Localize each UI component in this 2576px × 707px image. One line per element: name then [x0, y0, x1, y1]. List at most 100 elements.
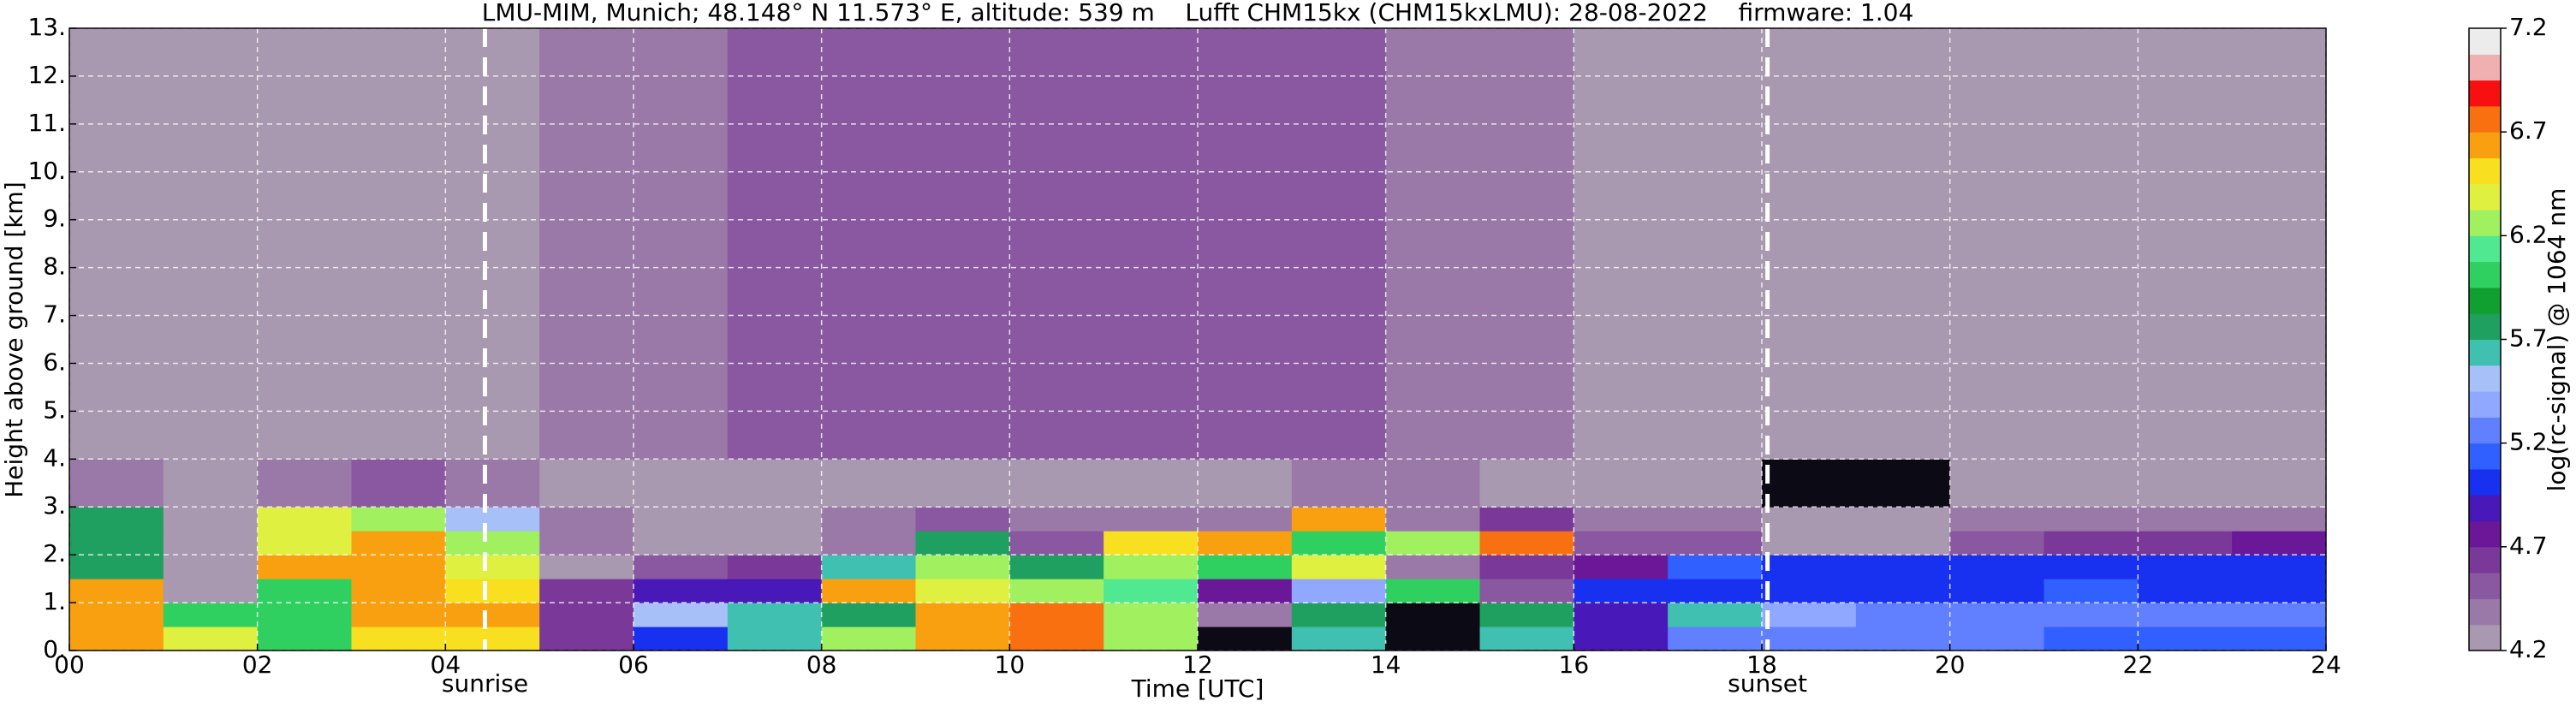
heatmap-cell [1574, 459, 1669, 508]
heatmap-cell [69, 555, 164, 579]
heatmap-cell [351, 603, 446, 627]
heatmap-cell [1198, 555, 1293, 579]
heatmap-cell [727, 531, 823, 556]
heatmap-cell [1762, 603, 1857, 627]
heatmap-cell [163, 579, 259, 603]
y-tick-label: 9. [43, 205, 66, 233]
colorbar-segment [2469, 624, 2501, 651]
heatmap-cell [163, 28, 259, 460]
heatmap-cell [915, 603, 1010, 627]
heatmap-cell [2044, 627, 2139, 651]
heatmap-cell [821, 603, 916, 627]
heatmap-cell [1762, 579, 1857, 603]
heatmap-cell [69, 627, 164, 651]
heatmap-cell [351, 507, 446, 532]
heatmap-cell [257, 28, 352, 460]
colorbar-segment [2469, 520, 2501, 548]
heatmap-cell [2044, 507, 2139, 532]
heatmap-cell [1104, 507, 1199, 532]
heatmap-cell [539, 579, 634, 603]
colorbar-segment [2469, 391, 2501, 418]
heatmap-cell [2138, 555, 2233, 579]
heatmap-cell [69, 28, 164, 460]
heatmap-cell [915, 555, 1010, 579]
heatmap-cell [1855, 603, 1951, 627]
heatmap-cell [1668, 579, 1763, 603]
heatmap-cell [2232, 579, 2327, 603]
colorbar-tick-label: 6.2 [2509, 220, 2548, 248]
chart-title: LMU-MIM, Munich; 48.148° N 11.573° E, al… [482, 0, 1914, 27]
heatmap-cell [163, 507, 259, 532]
x-tick-label: 22 [2123, 651, 2154, 679]
heatmap-cell [1949, 531, 2044, 556]
heatmap-cell [1104, 459, 1199, 508]
heatmap-cell [1291, 28, 1387, 460]
heatmap-cell [351, 459, 446, 508]
heatmap-cell [1574, 555, 1669, 579]
heatmap-cell [2138, 603, 2233, 627]
heatmap-cell [257, 603, 352, 627]
heatmap-cell [1479, 531, 1574, 556]
heatmap-cell [1668, 507, 1763, 532]
heatmap-cell [1009, 579, 1104, 603]
heatmap-cell [1291, 603, 1387, 627]
heatmap-cell [163, 603, 259, 627]
heatmap-cell [2138, 28, 2233, 460]
heatmap-cell [1479, 459, 1574, 508]
heatmap-cell [1949, 28, 2044, 460]
heatmap-cell [445, 555, 540, 579]
heatmap-cell [821, 555, 916, 579]
heatmap-cell [257, 507, 352, 532]
heatmap-cell [539, 603, 634, 627]
heatmap-cell [1291, 531, 1387, 556]
heatmap-cell [539, 459, 634, 508]
heatmap-cell [1949, 555, 2044, 579]
heatmap-cell [1479, 555, 1574, 579]
heatmap-cell [445, 459, 540, 508]
heatmap-cell [163, 627, 259, 651]
heatmap-cell [1104, 531, 1199, 556]
colorbar-tick-label: 5.2 [2509, 428, 2548, 456]
y-tick-label: 10. [27, 157, 66, 185]
heatmap-cell [1574, 28, 1669, 460]
heatmap-cell [821, 579, 916, 603]
colorbar-segment [2469, 132, 2501, 158]
heatmap-cell [69, 603, 164, 627]
colorbar-segment [2469, 573, 2501, 599]
heatmap-cell [445, 579, 540, 603]
heatmap-cell [1198, 603, 1293, 627]
heatmap-cell [1198, 579, 1293, 603]
x-tick-label: 24 [2311, 651, 2341, 679]
heatmap-cell [727, 459, 823, 508]
heatmap-cell [634, 507, 729, 532]
heatmap-cell [634, 579, 729, 603]
heatmap-cell [727, 28, 823, 460]
heatmap-cell [1385, 627, 1480, 651]
heatmap-cell [1762, 459, 1857, 508]
heatmap-cell [1198, 531, 1293, 556]
colorbar-segment [2469, 365, 2501, 392]
heatmap-cell [2138, 579, 2233, 603]
y-axis-label: Height above ground [km] [0, 181, 28, 498]
heatmap-cell [445, 531, 540, 556]
y-tick-label: 0. [43, 635, 66, 663]
heatmap-cell [1479, 579, 1574, 603]
heatmap-cell [2138, 627, 2233, 651]
heatmap-cell [1668, 627, 1763, 651]
heatmap-cell [1855, 555, 1951, 579]
heatmap-cell [1574, 507, 1669, 532]
heatmap-cell [1855, 531, 1951, 556]
heatmap-cell [539, 555, 634, 579]
heatmap-cell [1762, 555, 1857, 579]
heatmap-cell [351, 579, 446, 603]
heatmap-cell [1009, 555, 1104, 579]
heatmap-cell [1385, 555, 1480, 579]
heatmap-cell [1198, 507, 1293, 532]
heatmap-cell [1009, 603, 1104, 627]
heatmap-cell [2232, 603, 2327, 627]
x-tick-label: 06 [618, 651, 649, 679]
x-tick-label: 02 [242, 651, 273, 679]
heatmap-cell [163, 459, 259, 508]
heatmap-cell [1855, 459, 1951, 508]
